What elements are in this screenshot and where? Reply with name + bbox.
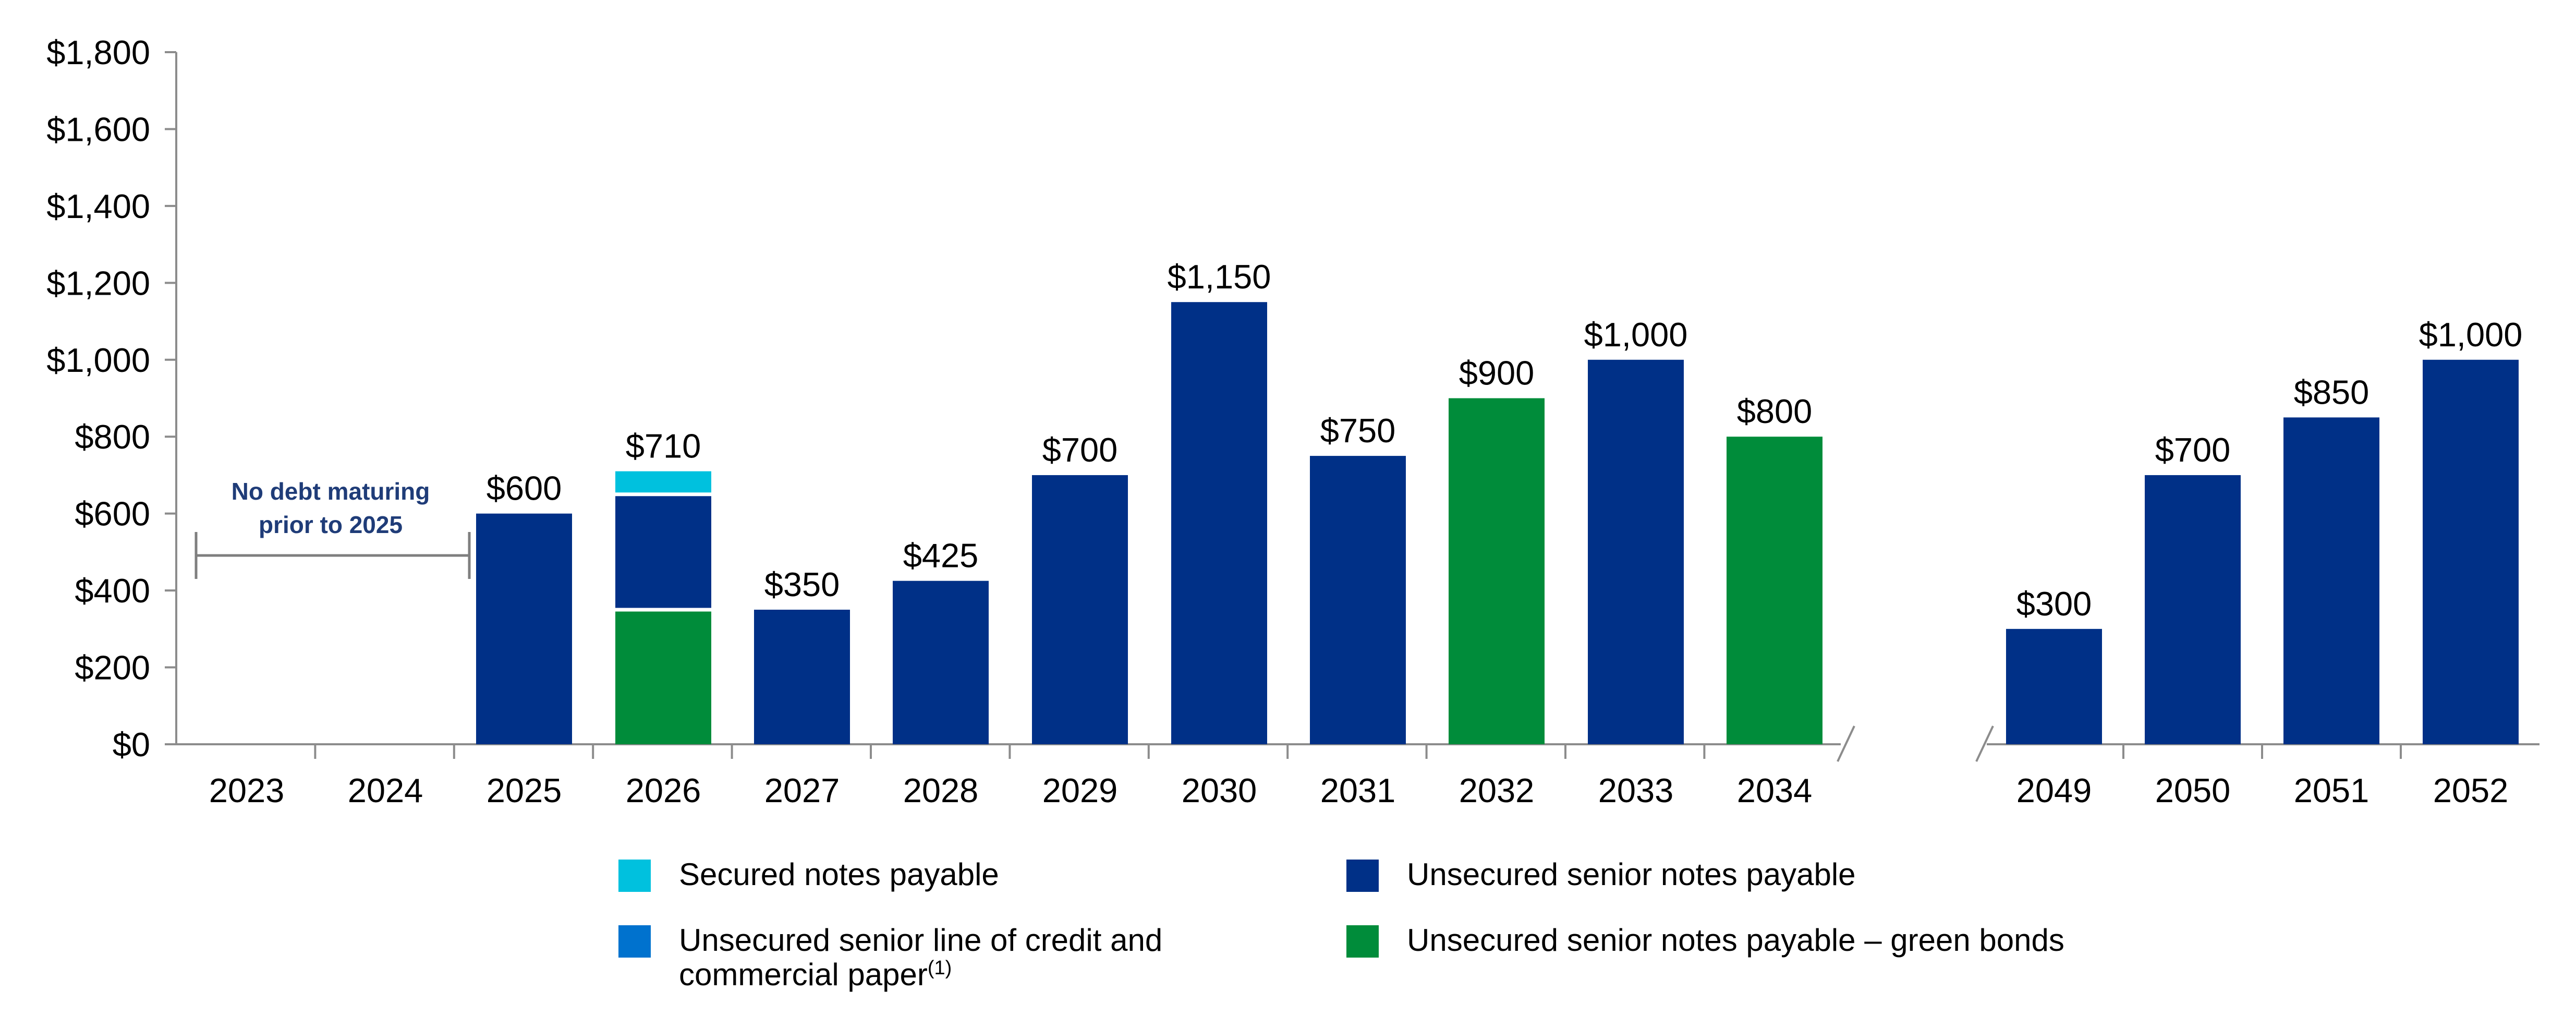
- data-label: $1,000: [2419, 316, 2523, 354]
- y-tick-label: $400: [75, 572, 150, 610]
- legend-label-line-of-credit-2: commercial paper: [679, 957, 928, 992]
- x-tick-label: 2051: [2294, 771, 2370, 809]
- data-label: $700: [2155, 431, 2231, 469]
- data-label: $425: [903, 537, 979, 575]
- data-label: $1,150: [1168, 258, 1271, 296]
- x-tick-label: 2023: [209, 771, 285, 809]
- bars: [476, 302, 2519, 744]
- legend-swatch-unsecured: [1346, 860, 1379, 892]
- axis-break-mark-right: [1975, 725, 1994, 762]
- annotation-line-1: No debt maturing: [232, 478, 430, 505]
- bar-segment: [2145, 475, 2241, 744]
- y-tick-label: $200: [75, 649, 150, 687]
- data-label: $900: [1459, 354, 1535, 392]
- axis-break-mark-left: [1837, 725, 1855, 762]
- legend-label-unsecured: Unsecured senior notes payable: [1407, 857, 1856, 892]
- no-debt-annotation: No debt maturing prior to 2025: [195, 478, 471, 579]
- legend-swatch-line-of-credit: [618, 925, 651, 958]
- bar-segment: [615, 471, 711, 494]
- x-tick-label: 2050: [2155, 771, 2231, 809]
- bar-segment: [1310, 456, 1406, 744]
- data-label: $1,000: [1584, 316, 1688, 354]
- y-tick-label: $1,000: [46, 341, 150, 379]
- bar-segment: [2006, 628, 2102, 744]
- x-tick-label: 2032: [1459, 771, 1535, 809]
- bar-segment: [2423, 359, 2519, 744]
- x-tick-label: 2024: [348, 771, 423, 809]
- legend-label-green-bonds: Unsecured senior notes payable – green b…: [1407, 923, 2064, 958]
- y-tick-label: $1,800: [46, 33, 150, 71]
- y-tick-label: $600: [75, 495, 150, 533]
- legend-label-line-of-credit: Unsecured senior line of credit and comm…: [679, 923, 1162, 992]
- data-label: $800: [1737, 392, 1813, 430]
- x-tick-label: 2034: [1737, 771, 1813, 809]
- x-tick-label: 2031: [1320, 771, 1396, 809]
- data-labels: $600 $710 $350 $425 $700 $1,150 $750 $900 $1,000…: [487, 258, 2523, 623]
- bar-segment: [1171, 302, 1267, 744]
- legend-label-line-of-credit-1: Unsecured senior line of credit and: [679, 923, 1163, 958]
- x-axis: 2023 2024 2025 2026 2027 2028 2029 2030 2031 2032…: [176, 725, 2539, 809]
- bar-segment: [1449, 398, 1545, 744]
- y-tick-label: $800: [75, 418, 150, 456]
- bar-segment: [1032, 475, 1128, 744]
- annotation-line-2: prior to 2025: [259, 511, 403, 538]
- y-tick-label: $1,400: [46, 187, 150, 225]
- x-tick-label: 2028: [903, 771, 979, 809]
- x-tick-label: 2052: [2433, 771, 2509, 809]
- x-tick-label: 2029: [1042, 771, 1118, 809]
- bar-segment: [476, 513, 572, 744]
- x-tick-label: 2026: [626, 771, 701, 809]
- x-tick-label: 2030: [1182, 771, 1257, 809]
- data-label: $300: [2016, 585, 2092, 623]
- y-tick-label: $1,200: [46, 264, 150, 302]
- y-tick-label: $1,600: [46, 110, 150, 148]
- y-axis: $0 $200 $400 $600 $800 $1,000 $1,200 $1,400 $1,6…: [46, 33, 177, 764]
- data-label: $850: [2294, 373, 2370, 411]
- data-label: $600: [487, 469, 562, 507]
- x-tick-label: 2033: [1598, 771, 1674, 809]
- bar-segment: [2283, 417, 2379, 744]
- x-tick-label: 2049: [2016, 771, 2092, 809]
- bar-segment: [1588, 359, 1684, 744]
- bar-segment: [615, 494, 711, 610]
- bar-segment: [615, 609, 711, 744]
- legend-label-secured: Secured notes payable: [679, 857, 999, 892]
- data-label: $710: [626, 427, 701, 465]
- legend-swatch-green-bonds: [1346, 925, 1379, 958]
- data-label: $750: [1320, 412, 1396, 450]
- bar-segment: [1727, 437, 1822, 744]
- x-tick-label: 2025: [487, 771, 562, 809]
- x-tick-label: 2027: [764, 771, 840, 809]
- y-tick-label: $0: [113, 725, 150, 764]
- data-label: $700: [1042, 431, 1118, 469]
- bar-segment: [893, 580, 989, 744]
- footnote-marker: (1): [927, 957, 952, 979]
- legend-swatch-secured: [618, 860, 651, 892]
- bar-segment: [754, 609, 850, 744]
- data-label: $350: [764, 565, 840, 603]
